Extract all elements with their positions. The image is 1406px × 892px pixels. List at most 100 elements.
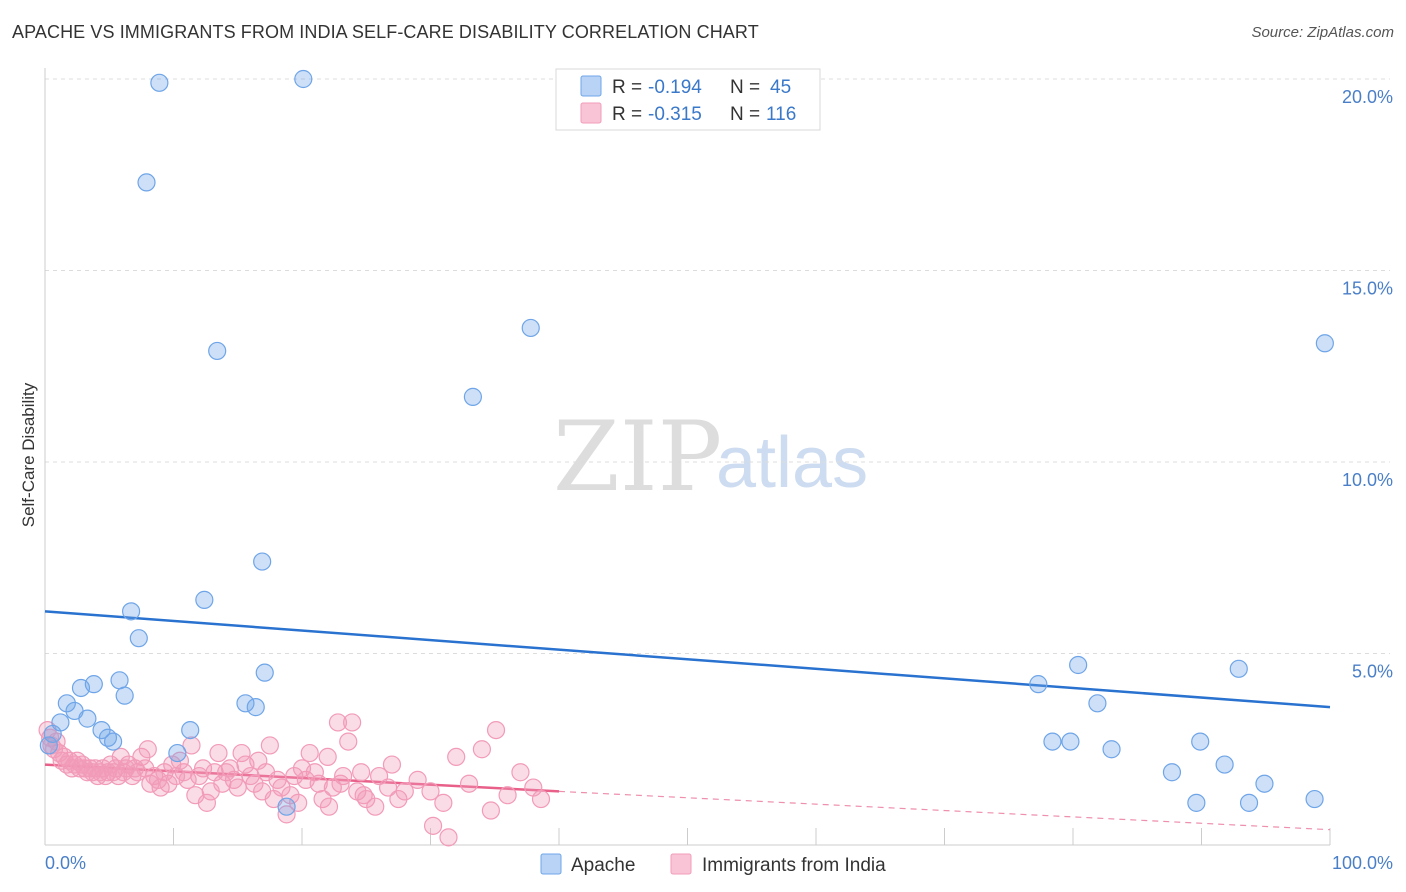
india-point — [439, 828, 458, 847]
apache-point — [1255, 774, 1274, 793]
apache-point — [51, 713, 70, 732]
axes — [44, 68, 1331, 846]
x-tick-labels: 0.0% 100.0% — [45, 853, 1393, 873]
apache-point — [1305, 789, 1324, 809]
y-axis-label: Self-Care Disability — [19, 382, 38, 527]
india-point — [459, 774, 479, 793]
apache-point — [1239, 793, 1259, 812]
india-point — [331, 774, 350, 793]
legend-swatch-india — [580, 102, 602, 124]
india-point — [498, 786, 517, 805]
apache-point — [1191, 732, 1210, 751]
apache-point — [1088, 694, 1107, 713]
india-point — [155, 763, 174, 782]
india-point — [277, 805, 296, 824]
apache-point — [57, 694, 76, 713]
india-point — [328, 713, 348, 732]
y-tick-label: 10.0% — [1342, 470, 1393, 490]
india-point — [138, 740, 157, 759]
apache-point — [1187, 793, 1206, 812]
apache-point — [115, 686, 134, 705]
india-point — [339, 732, 358, 751]
correlation-legend: R = -0.194 N = 45 R = -0.315 N = 116 — [555, 68, 821, 131]
apache-point — [84, 675, 103, 694]
x-tick-label: 100.0% — [1332, 853, 1393, 873]
grid-lines — [45, 78, 1390, 654]
india-point — [389, 789, 408, 809]
india-point — [220, 759, 240, 778]
india-point — [378, 778, 398, 797]
india-point — [319, 797, 339, 816]
trend-lines — [44, 610, 1331, 831]
india-point — [434, 793, 453, 812]
india-point — [159, 774, 178, 793]
source-label: Source: ZipAtlas.com — [1251, 24, 1394, 41]
india-point — [245, 774, 264, 793]
india-point — [260, 736, 279, 755]
legend-r-label-apache: R = — [612, 77, 642, 98]
apache-point — [1061, 732, 1080, 751]
apache-point — [208, 341, 227, 361]
india-point — [289, 793, 308, 812]
y-tick-label: 5.0% — [1352, 662, 1393, 682]
india-point — [486, 720, 506, 740]
apache-point — [277, 797, 296, 816]
legend-r-label-india: R = — [612, 104, 642, 125]
apache-point — [246, 698, 265, 717]
apache-point — [129, 629, 148, 648]
apache-point — [1102, 740, 1121, 759]
india-point — [213, 774, 232, 793]
data-points — [38, 69, 1334, 847]
india-point — [281, 786, 300, 805]
india-point — [447, 747, 466, 767]
apache-point — [39, 736, 58, 755]
india-point — [511, 763, 530, 782]
india-point — [182, 736, 201, 755]
india-point — [285, 766, 304, 786]
series-legend: Apache Immigrants from India — [540, 853, 886, 876]
legend-n-label-apache: N = — [730, 77, 760, 98]
apache-trend-line — [44, 610, 1331, 709]
bottom-legend-label-apache: Apache — [571, 855, 635, 876]
legend-swatch-apache — [580, 75, 602, 97]
india-point — [354, 786, 373, 805]
india-point — [481, 801, 500, 820]
legend-n-value-apache: 45 — [770, 77, 791, 98]
legend-n-value-india: 116 — [766, 104, 796, 125]
india-point — [472, 740, 491, 759]
apache-point — [236, 694, 255, 713]
y-tick-labels: 5.0% 10.0% 15.0% 20.0% — [1342, 87, 1393, 682]
chart-title: APACHE VS IMMIGRANTS FROM INDIA SELF-CAR… — [12, 22, 759, 42]
apache-point — [168, 743, 187, 763]
apache-point — [1215, 755, 1234, 774]
apache-point — [1229, 659, 1248, 678]
apache-point — [110, 671, 129, 690]
india-point — [382, 755, 402, 774]
apache-point — [253, 552, 272, 571]
apache-point — [121, 602, 141, 621]
apache-point — [181, 720, 200, 740]
apache-point — [1029, 675, 1048, 694]
apache-point — [1162, 763, 1182, 782]
india-point — [178, 770, 197, 789]
bottom-legend-swatch-india — [670, 853, 692, 875]
legend-r-value-india: -0.315 — [648, 104, 702, 125]
bottom-legend-label-india: Immigrants from India — [702, 855, 886, 876]
apache-point — [150, 73, 169, 92]
legend-n-label-india: N = — [730, 104, 760, 125]
india-point — [352, 763, 371, 782]
apache-point — [521, 318, 540, 338]
india-point — [343, 713, 362, 732]
x-tick-label: 0.0% — [45, 853, 86, 873]
india-point — [531, 789, 551, 809]
apache-point — [294, 69, 313, 89]
apache-point — [78, 709, 97, 728]
india-point — [197, 793, 217, 812]
watermark-zip: ZIP — [553, 401, 722, 513]
apache-point — [104, 732, 123, 751]
india-point — [408, 770, 427, 789]
apache-point — [1069, 655, 1088, 675]
apache-point — [195, 590, 214, 609]
apache-point — [137, 173, 156, 192]
